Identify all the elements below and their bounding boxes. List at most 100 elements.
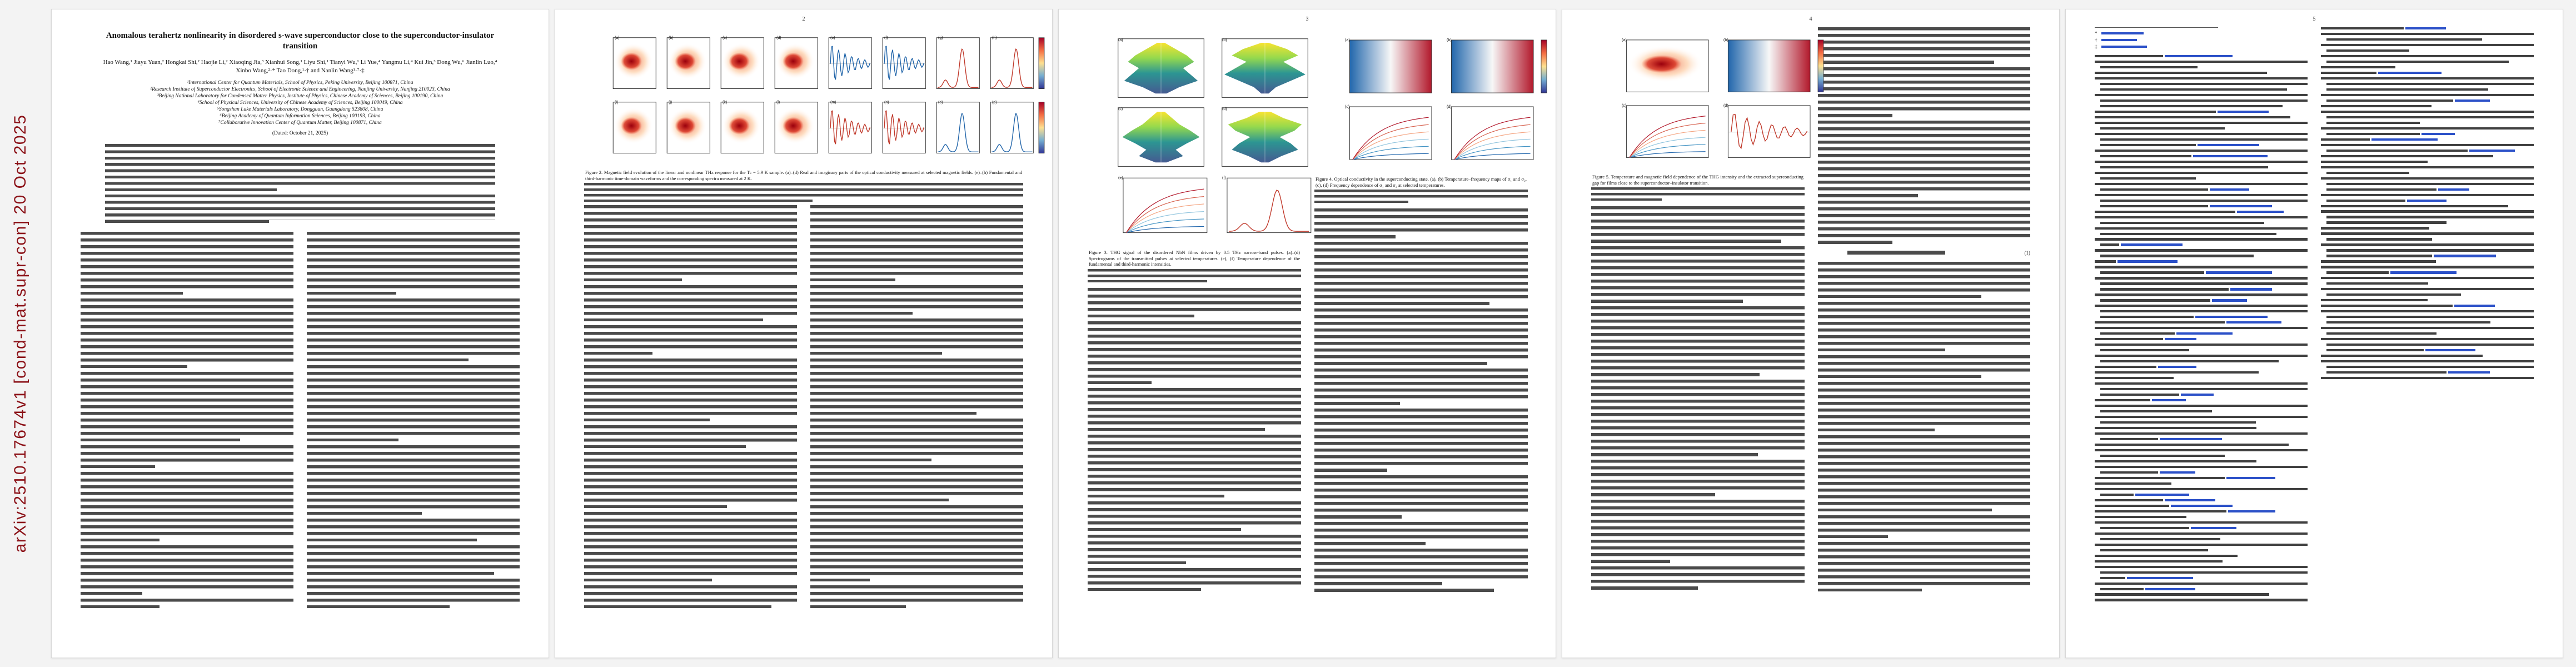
text-column-right [307, 231, 520, 612]
reference-link[interactable] [2120, 243, 2183, 246]
reference-line [2100, 410, 2308, 413]
reference-line [2326, 149, 2534, 152]
reference-link[interactable] [2211, 299, 2248, 302]
reference-link[interactable] [2164, 499, 2216, 501]
reference-link[interactable] [2191, 526, 2237, 529]
paragraph [1591, 380, 1805, 456]
reference-link[interactable] [2209, 205, 2272, 207]
reference-line [2095, 504, 2308, 507]
reference-link[interactable] [2195, 316, 2268, 318]
panel-label: (d) [1447, 105, 1452, 109]
footnote-email-link[interactable] [2101, 45, 2148, 48]
reference-link[interactable] [2378, 71, 2442, 74]
reference-link[interactable] [2145, 588, 2195, 590]
reference-link[interactable] [2230, 288, 2272, 291]
reference-link[interactable] [2176, 332, 2233, 335]
reference-link[interactable] [2454, 99, 2490, 102]
reference-link[interactable] [2469, 149, 2515, 152]
panel-label: (k) [723, 101, 728, 104]
reference-line [2100, 166, 2308, 168]
reference-link[interactable] [2135, 493, 2189, 496]
reference-line [2095, 443, 2308, 446]
paragraph [584, 325, 797, 355]
figure-panel [1038, 98, 1045, 161]
panel-label: (a) [1622, 38, 1627, 42]
figure-panel [1817, 36, 1825, 99]
reference-link[interactable] [2236, 210, 2284, 213]
reference-link[interactable] [2226, 476, 2275, 479]
body-text [1088, 287, 1301, 591]
panel-label: (c) [1118, 107, 1123, 111]
reference-link[interactable] [2406, 199, 2447, 202]
reference-link[interactable] [2434, 255, 2497, 257]
reference-link[interactable] [2180, 394, 2214, 396]
reference-line [2100, 493, 2308, 496]
reference-link[interactable] [2371, 138, 2438, 141]
reference-link[interactable] [2117, 260, 2178, 263]
affiliation-line: ⁶Beijing Academy of Quantum Information … [220, 113, 381, 119]
reference-link[interactable] [2126, 576, 2194, 579]
reference-line [2100, 143, 2308, 146]
reference-link[interactable] [2218, 110, 2269, 113]
abstract-text [105, 144, 495, 223]
reference-link[interactable] [2197, 143, 2260, 146]
reference-link[interactable] [2151, 399, 2186, 402]
reference-link[interactable] [2425, 349, 2475, 352]
paragraph [1818, 435, 2030, 511]
reference-list [2321, 27, 2534, 380]
panel-label: (a) [1118, 38, 1123, 42]
reference-link[interactable] [2160, 437, 2223, 441]
reference-line [2326, 188, 2534, 191]
reference-link[interactable] [2390, 271, 2457, 274]
reference-line [2095, 460, 2308, 463]
reference-line [2321, 305, 2534, 307]
reference-line [2100, 66, 2308, 69]
reference-link[interactable] [2164, 55, 2233, 58]
reference-link[interactable] [2438, 188, 2469, 191]
reference-line [2321, 338, 2534, 341]
paragraph [584, 205, 797, 282]
reference-link[interactable] [2171, 504, 2233, 507]
reference-link[interactable] [2454, 305, 2495, 307]
reference-line [2100, 360, 2308, 363]
paragraph [105, 195, 495, 223]
reference-link[interactable] [2160, 471, 2195, 474]
reference-line [2326, 371, 2534, 374]
reference-link[interactable] [2158, 366, 2196, 369]
reference-link[interactable] [2209, 188, 2249, 191]
panel-label: (m) [830, 101, 836, 104]
text-column-left [81, 231, 293, 612]
reference-link[interactable] [2405, 27, 2447, 30]
figure-panel: (a) [1613, 36, 1713, 99]
reference-line [2095, 449, 2308, 452]
reference-link[interactable] [2164, 338, 2196, 341]
reference-link[interactable] [2421, 132, 2455, 135]
reference-line [2095, 582, 2308, 585]
reference-line [2095, 344, 2308, 346]
footnote-email-link[interactable] [2101, 32, 2144, 35]
reference-line [2100, 537, 2308, 540]
figure-panel: (b) [660, 34, 712, 96]
figure-3-caption-text: THG signal of the disordered NbN films d… [1089, 250, 1300, 267]
reference-line [2100, 332, 2308, 335]
reference-link[interactable] [2226, 321, 2282, 324]
reference-link[interactable] [2193, 155, 2268, 157]
paragraph [1314, 208, 1528, 238]
reference-line [2326, 293, 2534, 296]
reference-line [2321, 43, 2534, 47]
figure-5: (a) (b) (c) (d) [1613, 36, 1782, 165]
reference-line [2095, 260, 2308, 263]
reference-line [2095, 93, 2308, 97]
reference-link[interactable] [2205, 271, 2272, 274]
reference-link[interactable] [2228, 510, 2275, 512]
reference-line [2321, 27, 2534, 30]
figure-panel: (a) [1337, 36, 1437, 101]
page-number: 3 [1306, 16, 1309, 22]
reference-link[interactable] [2448, 371, 2490, 374]
footnote-email-link[interactable] [2101, 38, 2137, 42]
reference-line [2326, 238, 2534, 241]
reference-line [2100, 127, 2308, 130]
arxiv-stamp: arXiv:2510.17674v1 [cond-mat.supr-con] 2… [11, 114, 29, 553]
display-equation: (1) [1818, 250, 2030, 256]
paragraph [1818, 27, 2030, 64]
